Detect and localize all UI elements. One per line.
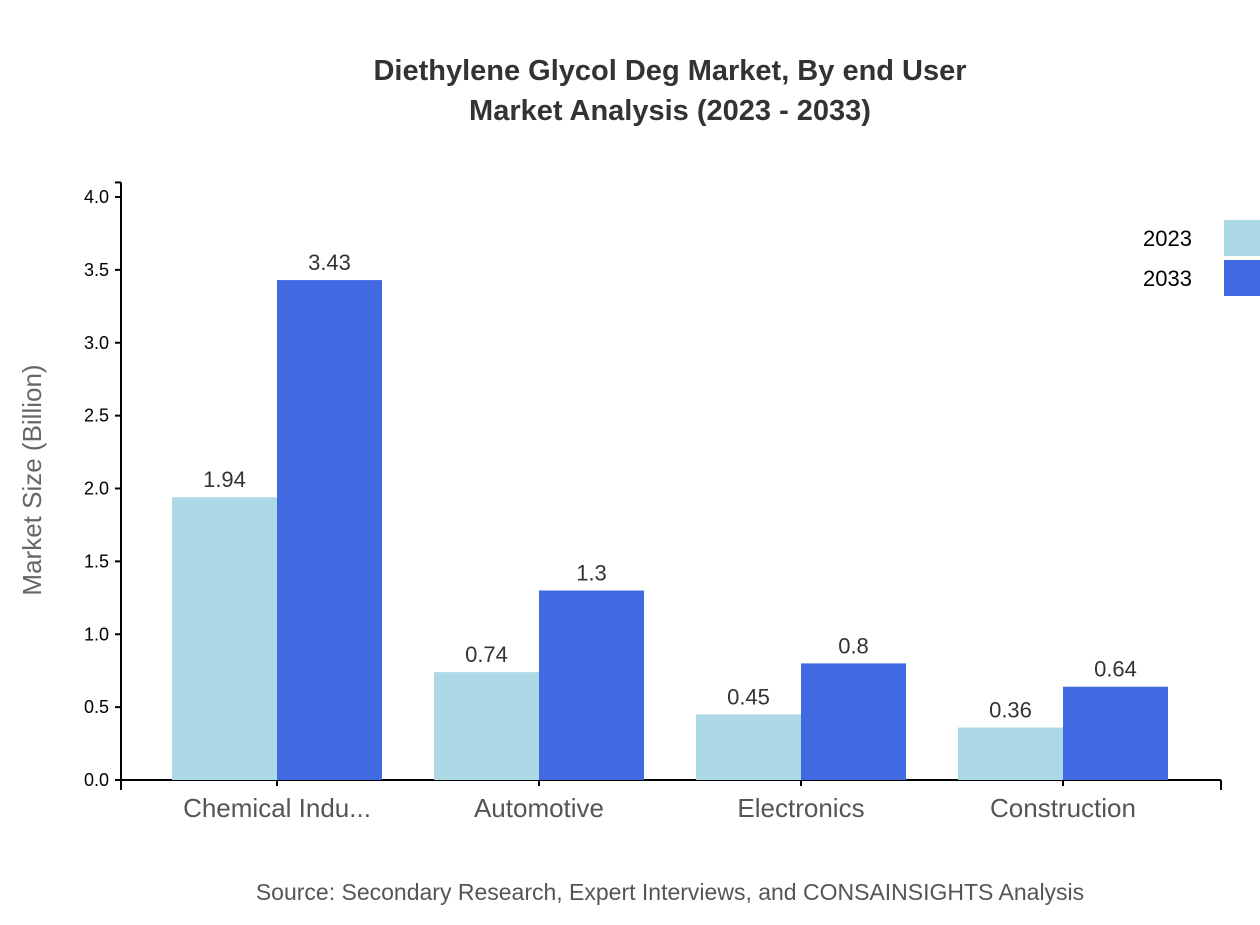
- data-label: 0.64: [1094, 657, 1137, 682]
- bar-2023: [172, 497, 277, 780]
- y-tick-label: 3.5: [84, 260, 109, 280]
- legend-swatch: [1224, 260, 1260, 296]
- y-tick-label: 0.0: [84, 770, 109, 790]
- data-label: 0.74: [465, 642, 508, 667]
- y-axis: 0.0 0.5 1.0 1.5 2.0 2.5 3.0 3.5 4.0: [84, 181, 122, 790]
- data-label: 0.45: [727, 684, 770, 709]
- x-axis: Chemical Indu... Automotive Electronics Con…: [120, 779, 1222, 823]
- data-label: 0.8: [838, 633, 869, 658]
- x-tick-label: Electronics: [737, 793, 864, 823]
- bar-2033: [277, 280, 382, 780]
- y-tick-label: 1.5: [84, 551, 109, 571]
- data-label: 1.94: [203, 467, 246, 492]
- x-tick-label: Construction: [990, 793, 1136, 823]
- bar-2023: [696, 714, 801, 780]
- x-tick-label: Chemical Indu...: [183, 793, 371, 823]
- bars: 1.94 3.43 0.74 1.3 0.45 0.8 0.36 0.64: [172, 250, 1168, 780]
- bar-2033: [801, 663, 906, 780]
- data-label: 1.3: [576, 561, 607, 586]
- y-tick-label: 1.0: [84, 624, 109, 644]
- chart-subtitle: Market Analysis (2023 - 2033): [469, 95, 871, 127]
- y-tick-label: 4.0: [84, 187, 109, 207]
- bar-2033: [1063, 686, 1168, 780]
- legend-label: 2033: [1143, 266, 1192, 291]
- chart-title: Diethylene Glycol Deg Market, By end Use…: [373, 55, 966, 87]
- y-tick-label: 3.0: [84, 333, 109, 353]
- legend-swatch: [1224, 220, 1260, 256]
- y-tick-label: 2.5: [84, 406, 109, 426]
- x-tick-label: Automotive: [474, 793, 604, 823]
- y-tick-label: 0.5: [84, 697, 109, 717]
- bar-2023: [958, 727, 1063, 780]
- y-tick-label: 2.0: [84, 479, 109, 499]
- data-label: 3.43: [308, 250, 351, 275]
- bar-2023: [434, 672, 539, 780]
- y-axis-label: Market Size (Billion): [17, 364, 47, 595]
- bar-2033: [539, 590, 644, 780]
- legend: 2023 2033: [1143, 220, 1260, 296]
- legend-label: 2023: [1143, 226, 1192, 251]
- source-note: Source: Secondary Research, Expert Inter…: [256, 879, 1084, 905]
- data-label: 0.36: [989, 698, 1032, 723]
